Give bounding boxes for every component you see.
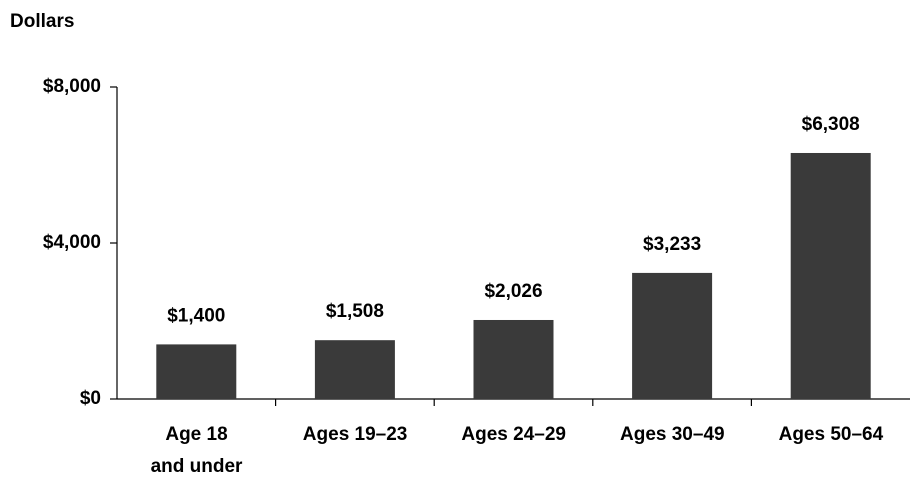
y-axis-title: Dollars (10, 11, 74, 32)
x-tick-label: Ages 19–23 (302, 424, 408, 445)
bar (473, 319, 554, 399)
x-tick-label: Age 18 and under (150, 424, 243, 477)
value-label: $6,308 (802, 114, 860, 135)
bar (632, 272, 713, 399)
x-tick-label: Ages 50–64 (778, 424, 884, 445)
y-tick-label: $8,000 (43, 76, 101, 97)
bar (156, 344, 237, 399)
value-label: $2,026 (484, 281, 542, 302)
value-label: $1,508 (326, 301, 384, 322)
x-tick-label: Ages 24–29 (461, 424, 566, 445)
bar (790, 152, 871, 399)
x-tick-label: Ages 30–49 (620, 424, 725, 445)
value-label: $3,233 (643, 234, 701, 255)
y-tick-label: $4,000 (43, 232, 101, 253)
value-label: $1,400 (167, 305, 225, 326)
bar (314, 340, 395, 399)
y-tick-label: $0 (80, 388, 101, 409)
